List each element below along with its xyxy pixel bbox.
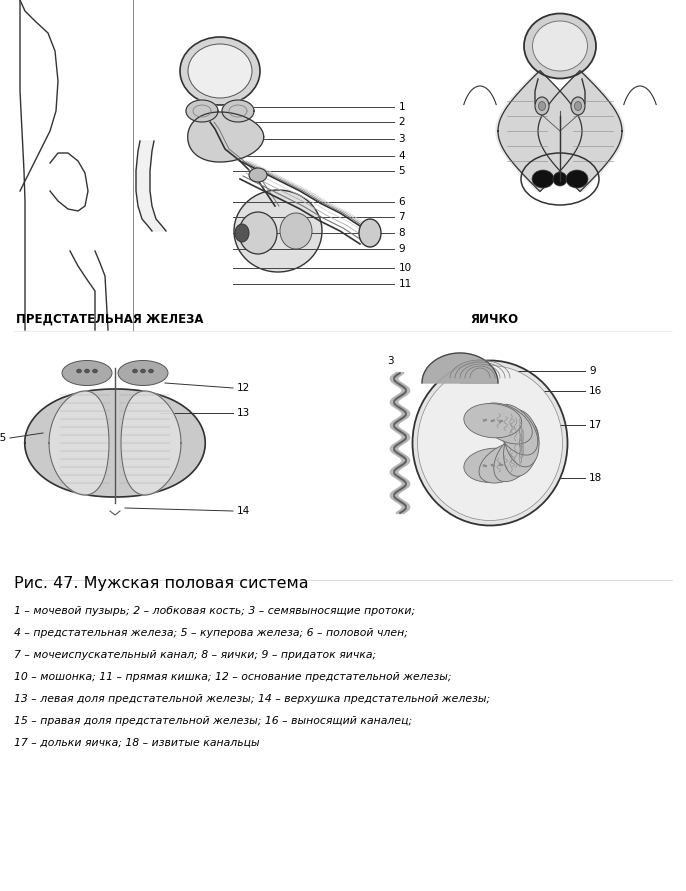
Ellipse shape: [188, 44, 252, 98]
Ellipse shape: [464, 404, 522, 437]
Ellipse shape: [494, 405, 538, 455]
Text: 12: 12: [237, 383, 250, 393]
Ellipse shape: [524, 13, 596, 78]
Polygon shape: [222, 100, 254, 122]
Ellipse shape: [280, 213, 312, 249]
Text: 4 – предстательная железа; 5 – куперова железа; 6 – половой член;: 4 – предстательная железа; 5 – куперова …: [14, 628, 408, 638]
Text: 11: 11: [399, 279, 412, 290]
Text: 13 – левая доля предстательной железы; 14 – верхушка предстательной железы;: 13 – левая доля предстательной железы; 1…: [14, 694, 490, 704]
Text: 7 – мочеиспускательный канал; 8 – яички; 9 – придаток яичка;: 7 – мочеиспускательный канал; 8 – яички;…: [14, 650, 376, 660]
Text: 10: 10: [399, 263, 412, 274]
Text: 17: 17: [589, 420, 602, 430]
Polygon shape: [498, 70, 582, 192]
Text: 2: 2: [399, 117, 405, 127]
Ellipse shape: [532, 170, 554, 188]
Ellipse shape: [504, 419, 539, 477]
Ellipse shape: [359, 219, 381, 247]
Ellipse shape: [180, 37, 260, 105]
Text: ЯИЧКО: ЯИЧКО: [470, 313, 518, 326]
Polygon shape: [422, 353, 498, 383]
Ellipse shape: [532, 21, 587, 71]
Text: 15: 15: [0, 433, 7, 443]
Ellipse shape: [464, 448, 522, 482]
Text: 3: 3: [387, 356, 393, 366]
Text: 1 – мочевой пузырь; 2 – лобковая кость; 3 – семявыносящие протоки;: 1 – мочевой пузырь; 2 – лобковая кость; …: [14, 606, 415, 616]
Ellipse shape: [574, 102, 582, 110]
Ellipse shape: [412, 361, 567, 526]
Text: ПРЕДСТАТЕЛЬНАЯ ЖЕЛЕЗА: ПРЕДСТАТЕЛЬНАЯ ЖЕЛЕЗА: [16, 313, 204, 326]
Polygon shape: [538, 70, 622, 192]
Polygon shape: [496, 70, 580, 192]
Ellipse shape: [235, 224, 249, 242]
Text: 6: 6: [399, 197, 405, 208]
Polygon shape: [25, 389, 205, 497]
Text: 15 – правая доля предстательной железы; 16 – выносящий каналец;: 15 – правая доля предстательной железы; …: [14, 716, 412, 726]
Ellipse shape: [234, 190, 322, 272]
Ellipse shape: [504, 410, 539, 467]
Ellipse shape: [479, 403, 532, 444]
Text: Рис. 47. Мужская половая система: Рис. 47. Мужская половая система: [14, 576, 309, 591]
Polygon shape: [540, 70, 624, 192]
Text: 14: 14: [237, 506, 250, 516]
Ellipse shape: [479, 442, 532, 483]
Text: 10 – мошонка; 11 – прямая кишка; 12 – основание предстательной железы;: 10 – мошонка; 11 – прямая кишка; 12 – ос…: [14, 672, 451, 682]
Text: 9: 9: [399, 244, 405, 255]
Text: 13: 13: [237, 408, 250, 418]
Ellipse shape: [553, 172, 567, 186]
Ellipse shape: [118, 361, 168, 386]
Polygon shape: [188, 112, 263, 162]
Ellipse shape: [494, 431, 538, 482]
Text: 1: 1: [399, 102, 405, 112]
Text: 16: 16: [589, 386, 602, 396]
Ellipse shape: [132, 369, 137, 373]
Ellipse shape: [535, 97, 549, 115]
Ellipse shape: [62, 361, 112, 386]
Ellipse shape: [77, 369, 82, 373]
Text: 9: 9: [589, 366, 595, 376]
Polygon shape: [136, 141, 166, 231]
Ellipse shape: [93, 369, 97, 373]
Text: 17 – дольки яичка; 18 – извитые канальцы: 17 – дольки яичка; 18 – извитые канальцы: [14, 738, 259, 748]
Ellipse shape: [249, 168, 267, 182]
Ellipse shape: [539, 102, 545, 110]
Text: 7: 7: [399, 212, 405, 223]
Text: 8: 8: [399, 228, 405, 239]
Polygon shape: [121, 391, 181, 495]
Ellipse shape: [239, 212, 277, 254]
Ellipse shape: [571, 97, 585, 115]
Polygon shape: [49, 391, 109, 495]
Ellipse shape: [418, 365, 563, 520]
Ellipse shape: [566, 170, 588, 188]
Ellipse shape: [148, 369, 154, 373]
Text: 4: 4: [399, 151, 405, 161]
Polygon shape: [186, 100, 218, 122]
Text: 18: 18: [589, 473, 602, 483]
Ellipse shape: [84, 369, 89, 373]
Text: 3: 3: [399, 134, 405, 144]
Ellipse shape: [141, 369, 145, 373]
Text: 5: 5: [399, 166, 405, 176]
